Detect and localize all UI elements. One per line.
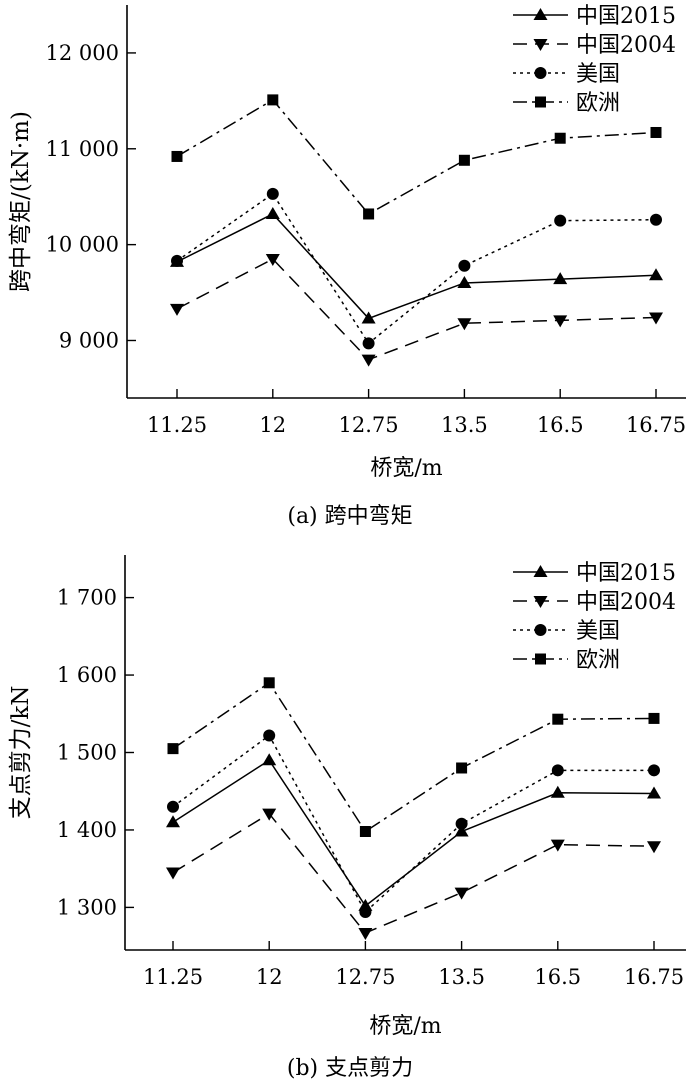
series-point-4 — [267, 94, 279, 106]
series-point-3 — [551, 764, 564, 777]
series-point-2 — [265, 254, 280, 267]
y-tick-label: 10 000 — [46, 233, 119, 257]
legend-label-1: 中国2015 — [576, 561, 676, 586]
series-line-1 — [176, 213, 657, 320]
series-point-1 — [457, 275, 472, 288]
series-point-1 — [361, 311, 376, 324]
x-tick-label: 13.5 — [438, 965, 485, 989]
series-point-4 — [648, 712, 660, 724]
chart-support-shear: 1 300 1 400 1 500 1 600 1 700 11.25 12 12.75 13.… — [8, 555, 686, 1039]
y-tick-label: 12 000 — [46, 41, 119, 65]
x-tick-label: 16.75 — [626, 413, 686, 437]
series-point-2 — [553, 315, 568, 328]
legend-marker-2 — [533, 596, 548, 608]
series-point-3 — [554, 214, 567, 227]
series-line-4 — [176, 98, 657, 215]
series-line-2 — [172, 812, 655, 934]
series-point-4 — [552, 713, 564, 725]
legend-marker-2 — [533, 39, 548, 51]
series-point-3 — [266, 187, 279, 200]
series-point-4 — [171, 150, 183, 162]
series-point-3 — [359, 906, 372, 919]
legend-label-4: 欧洲 — [576, 648, 620, 673]
series-point-3 — [648, 764, 660, 777]
series-point-4 — [554, 132, 566, 144]
x-tick-label: 11.25 — [147, 413, 207, 437]
series-line-3 — [176, 192, 657, 345]
y-axis-label: 支点剪力/kN — [8, 686, 34, 820]
series-line-3 — [172, 734, 654, 914]
x-tick-label: 12 — [259, 413, 286, 437]
series-line-4 — [172, 681, 655, 833]
series-point-3 — [167, 800, 179, 813]
x-tick-label: 13.5 — [441, 413, 488, 437]
x-axis-label: 桥宽/m — [369, 1014, 441, 1039]
y-tick-label: 1 600 — [57, 663, 117, 687]
x-tick-label: 12.75 — [335, 965, 395, 989]
series-point-2 — [649, 312, 663, 325]
series-point-2 — [170, 303, 184, 316]
series-point-2 — [361, 354, 376, 367]
legend-label-1: 中国2015 — [576, 4, 676, 29]
series-point-2 — [262, 808, 277, 821]
series-point-2 — [550, 839, 565, 852]
series-point-2 — [647, 841, 661, 854]
series-point-4 — [359, 826, 371, 837]
series-point-1 — [553, 272, 568, 285]
series-point-1 — [649, 268, 663, 281]
series-point-1 — [262, 753, 277, 766]
series-line-2 — [176, 258, 657, 361]
series-point-3 — [263, 729, 276, 742]
legend-label-3: 美国 — [576, 62, 620, 87]
series-point-1 — [454, 824, 469, 837]
y-axis-label: 跨中弯矩/(kN·m) — [8, 111, 34, 292]
legend-label-2: 中国2004 — [576, 33, 676, 58]
x-axis-label: 桥宽/m — [370, 456, 442, 481]
chart-midspan-moment: 9 000 10 000 11 000 12 000 11.25 12 12.75 13.5 1… — [8, 4, 686, 481]
legend-marker-4 — [535, 653, 546, 665]
legend-marker-1 — [533, 565, 548, 577]
y-tick-label: 1 500 — [57, 741, 117, 765]
series-line-1 — [172, 759, 655, 907]
series-point-4 — [650, 126, 662, 138]
series-point-3 — [650, 213, 662, 226]
legend-marker-1 — [533, 8, 548, 20]
series-point-1 — [647, 786, 661, 799]
legend-label-4: 欧洲 — [576, 91, 620, 116]
x-tick-label: 16.75 — [624, 965, 684, 989]
series-point-1 — [550, 785, 565, 798]
y-tick-label: 1 400 — [57, 818, 117, 842]
series-point-2 — [457, 318, 472, 331]
legend-label-2: 中国2004 — [576, 590, 676, 615]
series-point-4 — [263, 677, 275, 689]
caption-support-shear: (b) 支点剪力 — [286, 1056, 414, 1081]
legend-marker-4 — [535, 96, 546, 108]
x-tick-label: 12 — [256, 965, 283, 989]
series-point-2 — [358, 927, 373, 940]
series-point-4 — [363, 208, 375, 220]
y-tick-label: 9 000 — [59, 328, 119, 352]
x-tick-label: 16.5 — [534, 965, 581, 989]
series-point-4 — [456, 762, 468, 774]
series-point-2 — [166, 867, 180, 880]
x-tick-label: 16.5 — [537, 413, 584, 437]
legend-marker-3 — [534, 67, 547, 79]
series-point-2 — [454, 887, 469, 900]
y-tick-label: 11 000 — [46, 137, 119, 161]
series-point-3 — [171, 254, 183, 267]
x-tick-label: 11.25 — [143, 965, 203, 989]
series-point-3 — [362, 337, 375, 350]
x-tick-label: 12.75 — [339, 413, 399, 437]
caption-midspan-moment: (a) 跨中弯矩 — [287, 504, 413, 529]
y-tick-label: 1 300 — [57, 895, 117, 919]
legend-label-3: 美国 — [576, 619, 620, 644]
series-point-1 — [166, 815, 180, 828]
series-point-3 — [455, 817, 468, 830]
legend-marker-3 — [534, 624, 547, 636]
series-point-1 — [265, 206, 280, 219]
series-point-4 — [458, 154, 470, 166]
series-point-3 — [458, 259, 471, 272]
y-tick-label: 1 700 — [57, 586, 117, 610]
series-point-4 — [167, 743, 179, 755]
